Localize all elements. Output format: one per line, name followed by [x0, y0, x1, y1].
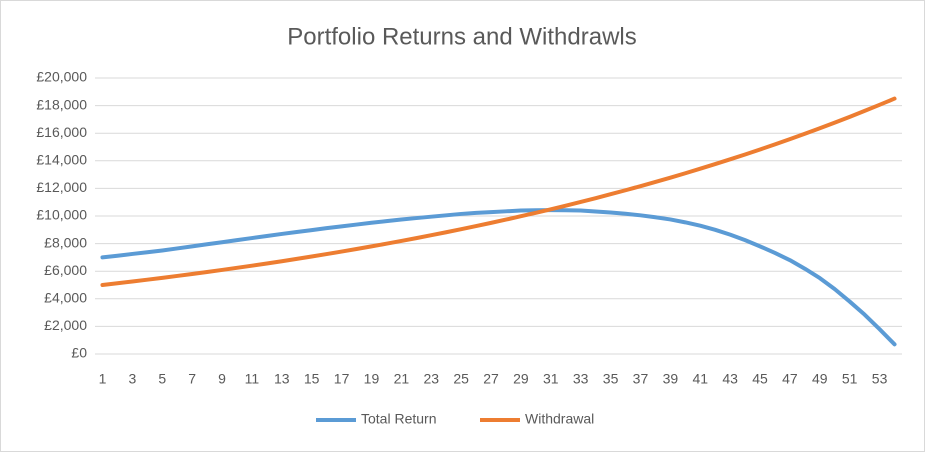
y-tick-label: £0 [71, 345, 87, 361]
y-tick-label: £6,000 [44, 262, 87, 278]
x-tick-label: 39 [663, 371, 679, 387]
legend-label: Withdrawal [525, 411, 594, 427]
x-tick-label: 45 [752, 371, 768, 387]
y-tick-label: £8,000 [44, 234, 87, 250]
x-tick-label: 27 [483, 371, 499, 387]
x-tick-label: 1 [99, 371, 107, 387]
x-tick-label: 31 [543, 371, 559, 387]
x-tick-label: 19 [364, 371, 380, 387]
x-tick-label: 11 [245, 371, 260, 387]
y-tick-label: £10,000 [36, 207, 87, 223]
x-tick-label: 51 [842, 371, 858, 387]
y-tick-label: £16,000 [36, 124, 87, 140]
x-tick-label: 47 [782, 371, 798, 387]
x-tick-label: 9 [218, 371, 226, 387]
x-tick-label: 21 [394, 371, 410, 387]
x-tick-label: 23 [423, 371, 439, 387]
series-line [100, 208, 897, 347]
x-tick-label: 41 [692, 371, 708, 387]
x-tick-label: 43 [722, 371, 738, 387]
y-tick-label: £20,000 [36, 69, 87, 85]
x-tick-label: 33 [573, 371, 589, 387]
x-tick-label: 49 [812, 371, 828, 387]
y-tick-label: £14,000 [36, 152, 87, 168]
x-tick-label: 5 [158, 371, 166, 387]
series-line [100, 96, 897, 287]
legend-label: Total Return [361, 411, 436, 427]
y-tick-label: £2,000 [44, 317, 87, 333]
chart-title: Portfolio Returns and Withdrawls [287, 23, 636, 50]
x-tick-label: 53 [872, 371, 888, 387]
x-tick-label: 35 [603, 371, 619, 387]
x-tick-label: 13 [274, 371, 290, 387]
x-tick-label: 25 [453, 371, 469, 387]
y-tick-label: £18,000 [36, 96, 87, 112]
x-tick-label: 15 [304, 371, 320, 387]
y-tick-label: £4,000 [44, 290, 87, 306]
x-tick-label: 7 [188, 371, 196, 387]
x-tick-label: 3 [128, 371, 136, 387]
y-tick-label: £12,000 [36, 179, 87, 195]
x-tick-label: 17 [334, 371, 350, 387]
x-tick-label: 37 [633, 371, 649, 387]
x-tick-label: 29 [513, 371, 529, 387]
